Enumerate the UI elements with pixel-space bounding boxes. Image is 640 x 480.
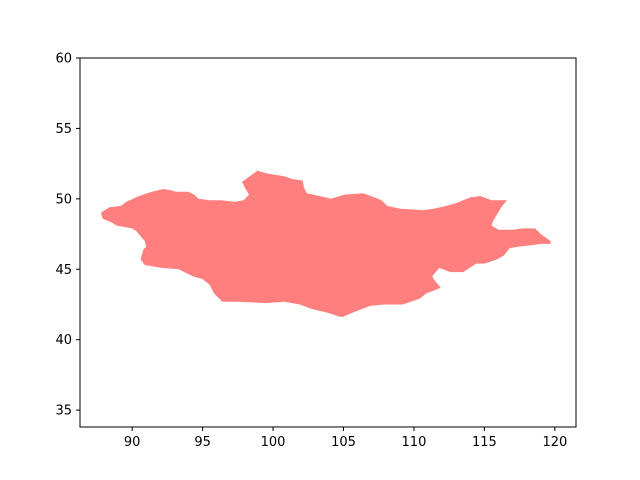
x-tick-label: 120 [542,435,567,450]
x-tick-label: 95 [194,435,211,450]
axes-frame [79,57,577,428]
y-axis: 35 40 45 50 55 60 [55,52,80,419]
x-axis: 90 95 100 105 110 115 120 [124,427,567,450]
y-tick-label: 50 [55,192,72,207]
y-tick-label: 60 [55,52,72,67]
y-tick-label: 55 [55,122,72,137]
y-tick-label: 45 [55,263,72,278]
y-tick-label: 40 [55,333,72,348]
x-tick-label: 105 [331,435,356,450]
y-tick-label: 35 [55,404,72,419]
mongolia-region-shape [101,170,551,318]
plot-area [101,170,551,318]
x-tick-label: 100 [261,435,286,450]
x-tick-label: 110 [402,435,427,450]
x-tick-label: 115 [472,435,497,450]
x-tick-label: 90 [124,435,141,450]
